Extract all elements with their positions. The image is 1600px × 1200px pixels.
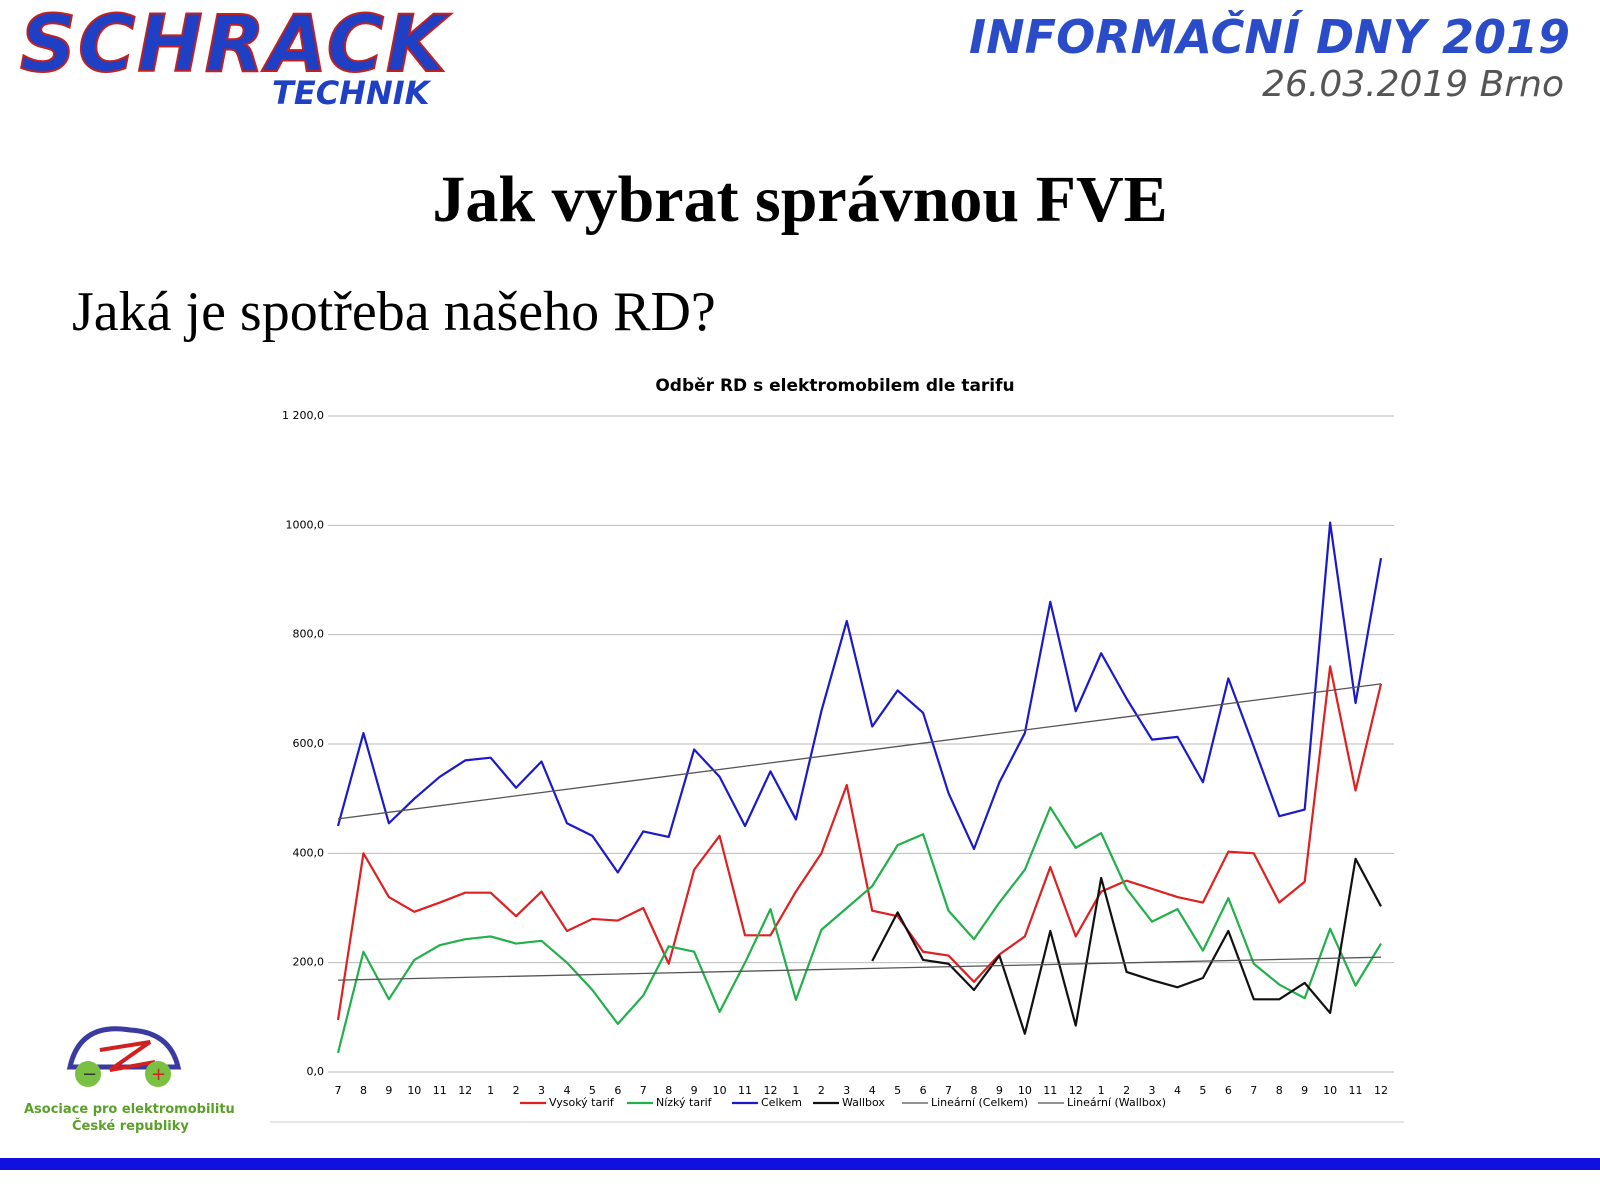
x-tick-label: 2 xyxy=(818,1084,825,1097)
x-tick-label: 10 xyxy=(407,1084,421,1097)
y-tick-label: 1 200,0 xyxy=(282,409,324,422)
association-logo-icon: − + xyxy=(66,1026,182,1087)
legend-label: Celkem xyxy=(761,1096,802,1109)
logo-sub: TECHNIK xyxy=(272,74,430,112)
series-line xyxy=(336,521,1383,874)
event-name: INFORMAČNÍ DNY 2019 xyxy=(969,10,1570,64)
x-tick-label: 2 xyxy=(1123,1084,1130,1097)
x-tick-label: 12 xyxy=(1069,1084,1083,1097)
svg-text:−: − xyxy=(82,1064,97,1085)
y-tick-label: 800,0 xyxy=(293,628,325,641)
x-tick-label: 11 xyxy=(1349,1084,1363,1097)
y-tick-label: 1000,0 xyxy=(286,518,325,531)
x-tick-label: 3 xyxy=(843,1084,850,1097)
x-tick-label: 3 xyxy=(538,1084,545,1097)
y-tick-label: 200,0 xyxy=(293,956,325,969)
bottom-bar xyxy=(0,1158,1600,1170)
y-tick-label: 600,0 xyxy=(293,737,325,750)
x-tick-label: 9 xyxy=(691,1084,698,1097)
x-tick-label: 12 xyxy=(458,1084,472,1097)
legend-label: Lineární (Celkem) xyxy=(931,1096,1028,1109)
x-tick-label: 5 xyxy=(1199,1084,1206,1097)
series-line xyxy=(871,857,1382,1035)
svg-text:+: + xyxy=(151,1064,166,1085)
x-tick-label: 8 xyxy=(665,1084,672,1097)
series-line xyxy=(336,665,1383,1021)
legend-label: Nízký tarif xyxy=(656,1096,713,1109)
x-tick-label: 8 xyxy=(1276,1084,1283,1097)
chart-title: Odběr RD s elektromobilem dle tarifu xyxy=(655,376,1014,396)
x-tick-label: 4 xyxy=(1174,1084,1181,1097)
x-tick-label: 7 xyxy=(1250,1084,1257,1097)
x-tick-label: 7 xyxy=(945,1084,952,1097)
legend-label: Lineární (Wallbox) xyxy=(1067,1096,1166,1109)
x-tick-label: 6 xyxy=(1225,1084,1232,1097)
association-country: České republiky xyxy=(72,1119,189,1134)
x-tick-label: 12 xyxy=(1374,1084,1388,1097)
x-tick-label: 9 xyxy=(1301,1084,1308,1097)
x-tick-label: 10 xyxy=(713,1084,727,1097)
legend-label: Wallbox xyxy=(842,1096,885,1109)
slide-title: Jak vybrat správnou FVE xyxy=(432,163,1168,236)
x-tick-label: 10 xyxy=(1018,1084,1032,1097)
x-tick-label: 1 xyxy=(487,1084,494,1097)
x-tick-label: 1 xyxy=(792,1084,799,1097)
x-tick-label: 8 xyxy=(360,1084,367,1097)
x-tick-label: 7 xyxy=(335,1084,342,1097)
x-tick-label: 5 xyxy=(589,1084,596,1097)
slide-subtitle: Jaká je spotřeba našeho RD? xyxy=(72,281,716,343)
x-tick-label: 5 xyxy=(894,1084,901,1097)
x-tick-label: 11 xyxy=(1043,1084,1057,1097)
trend-line xyxy=(337,956,1382,981)
x-tick-label: 7 xyxy=(640,1084,647,1097)
x-tick-label: 9 xyxy=(385,1084,392,1097)
y-tick-label: 0,0 xyxy=(307,1065,325,1078)
trend-line xyxy=(337,683,1382,820)
x-tick-label: 6 xyxy=(920,1084,927,1097)
x-tick-label: 10 xyxy=(1323,1084,1337,1097)
x-tick-label: 6 xyxy=(614,1084,621,1097)
y-tick-label: 400,0 xyxy=(293,846,325,859)
legend-label: Vysoký tarif xyxy=(549,1096,615,1109)
x-tick-label: 2 xyxy=(513,1084,520,1097)
x-tick-label: 11 xyxy=(738,1084,752,1097)
x-tick-label: 4 xyxy=(869,1084,876,1097)
x-tick-label: 1 xyxy=(1098,1084,1105,1097)
x-tick-label: 12 xyxy=(763,1084,777,1097)
x-tick-label: 11 xyxy=(433,1084,447,1097)
x-tick-label: 3 xyxy=(1149,1084,1156,1097)
x-tick-label: 9 xyxy=(996,1084,1003,1097)
event-date: 26.03.2019 Brno xyxy=(1262,64,1564,105)
x-tick-label: 4 xyxy=(563,1084,570,1097)
logo-main: SCHRACK xyxy=(19,0,449,91)
series-line xyxy=(336,806,1382,1054)
association-name: Asociace pro elektromobilitu xyxy=(24,1102,235,1117)
x-tick-label: 8 xyxy=(970,1084,977,1097)
